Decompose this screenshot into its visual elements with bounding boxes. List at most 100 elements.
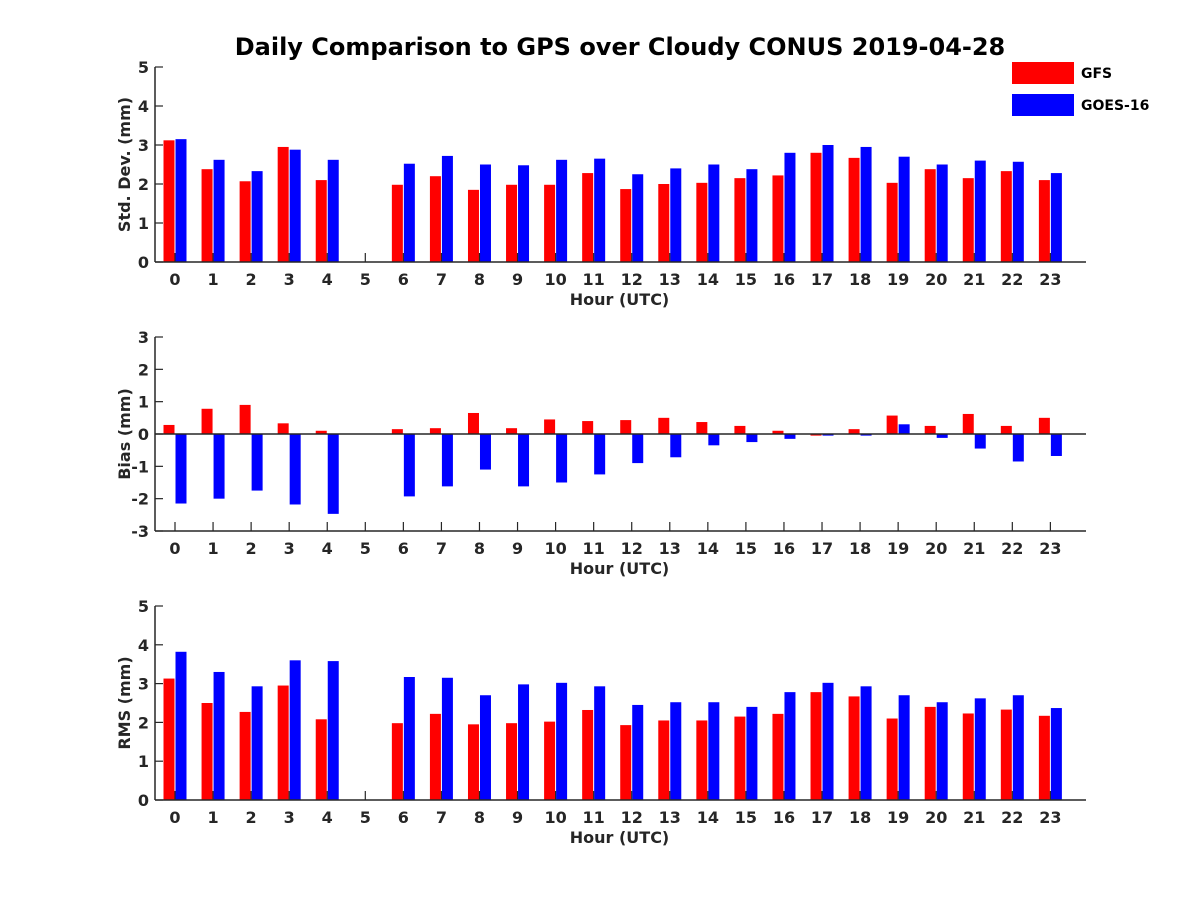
- std-dev-xtick-label: 7: [436, 270, 447, 289]
- std-dev-bar-gfs-0: [163, 140, 175, 262]
- rms-x-axis-label: Hour (UTC): [570, 828, 670, 847]
- bias-y-axis-label: Bias (mm): [115, 388, 134, 480]
- rms-bar-goes16-8: [479, 695, 491, 800]
- std-dev-bar-gfs-17: [810, 152, 822, 262]
- std-dev-bar-goes16-14: [708, 164, 720, 262]
- bias-bar-gfs-11: [582, 421, 594, 434]
- legend-label-gfs: GFS: [1081, 66, 1112, 82]
- std-dev-xtick-label: 9: [512, 270, 523, 289]
- rms-bar-gfs-15: [734, 716, 746, 800]
- std-dev-xtick-label: 10: [544, 270, 566, 289]
- std-dev-xtick-label: 12: [621, 270, 643, 289]
- bias-xtick-label: 13: [659, 539, 681, 558]
- rms-xtick-label: 10: [544, 808, 566, 827]
- rms-xtick-label: 4: [322, 808, 333, 827]
- bias-bar-gfs-12: [620, 420, 632, 434]
- bias-bar-gfs-0: [163, 424, 175, 434]
- std-dev-bar-goes16-13: [670, 168, 682, 262]
- bias-ytick-label: 0: [138, 425, 149, 444]
- rms-bar-gfs-3: [277, 685, 289, 800]
- bias-bar-goes16-22: [1012, 434, 1024, 462]
- rms-xtick-label: 9: [512, 808, 523, 827]
- std-dev-xtick-label: 13: [659, 270, 681, 289]
- rms-xtick-label: 12: [621, 808, 643, 827]
- std-dev-y-axis-label: Std. Dev. (mm): [115, 97, 134, 232]
- std-dev-bar-goes16-3: [289, 149, 301, 262]
- rms-bar-gfs-18: [848, 696, 860, 800]
- std-dev-ytick-label: 0: [138, 253, 149, 272]
- bias-bar-gfs-22: [1000, 425, 1012, 434]
- bias-xtick-label: 23: [1039, 539, 1061, 558]
- bias-bar-gfs-15: [734, 425, 746, 434]
- legend-swatch-goes16: [1012, 94, 1074, 116]
- bias-xtick-label: 19: [887, 539, 909, 558]
- rms-bar-gfs-13: [658, 720, 670, 800]
- std-dev-bar-goes16-2: [251, 171, 263, 262]
- std-dev-bar-gfs-12: [620, 189, 632, 262]
- bias-bar-gfs-13: [658, 417, 670, 434]
- rms-xtick-label: 5: [360, 808, 371, 827]
- rms-xtick-label: 1: [207, 808, 218, 827]
- std-dev-xtick-label: 8: [474, 270, 485, 289]
- rms-bar-gfs-9: [506, 723, 518, 800]
- bias-bar-goes16-18: [860, 434, 872, 436]
- rms-bar-gfs-6: [391, 723, 403, 800]
- rms-ytick-label: 0: [138, 791, 149, 810]
- bias-bar-gfs-3: [277, 423, 289, 434]
- rms-xtick-label: 0: [169, 808, 180, 827]
- bias-xtick-label: 5: [360, 539, 371, 558]
- bias-bar-goes16-14: [708, 434, 720, 446]
- std-dev-bar-goes16-8: [479, 164, 491, 262]
- rms-bar-goes16-16: [784, 692, 796, 800]
- std-dev-bar-goes16-18: [860, 146, 872, 262]
- bias-xtick-label: 11: [583, 539, 605, 558]
- bias-bar-goes16-7: [441, 434, 453, 487]
- std-dev-bar-goes16-21: [974, 160, 986, 262]
- rms-bar-gfs-16: [772, 713, 784, 800]
- rms-bar-goes16-0: [175, 651, 187, 800]
- std-dev-xtick-label: 0: [169, 270, 180, 289]
- std-dev-bar-gfs-21: [962, 178, 974, 262]
- std-dev-xtick-label: 5: [360, 270, 371, 289]
- std-dev-xtick-label: 17: [811, 270, 833, 289]
- std-dev-xtick-label: 18: [849, 270, 871, 289]
- bias-xtick-label: 3: [284, 539, 295, 558]
- std-dev-bar-goes16-23: [1050, 173, 1062, 262]
- rms-bar-gfs-21: [962, 713, 974, 800]
- std-dev-xtick-label: 21: [963, 270, 985, 289]
- std-dev-bar-gfs-22: [1000, 171, 1012, 262]
- rms-xtick-label: 15: [735, 808, 757, 827]
- bias-ytick-label: -2: [131, 490, 149, 509]
- bias-xtick-label: 15: [735, 539, 757, 558]
- std-dev-bar-goes16-11: [594, 158, 606, 262]
- rms-xtick-label: 8: [474, 808, 485, 827]
- bias-bar-goes16-23: [1050, 434, 1062, 456]
- rms-bar-goes16-18: [860, 686, 872, 800]
- rms-xtick-label: 3: [284, 808, 295, 827]
- bias-bar-gfs-20: [924, 425, 936, 434]
- bias-bar-goes16-11: [594, 434, 606, 475]
- std-dev-bar-gfs-15: [734, 178, 746, 262]
- rms-xtick-label: 19: [887, 808, 909, 827]
- std-dev-ytick-label: 5: [138, 58, 149, 77]
- bias-bar-goes16-16: [784, 434, 796, 439]
- bias-xtick-label: 18: [849, 539, 871, 558]
- rms-bar-gfs-19: [886, 718, 898, 800]
- std-dev-xtick-label: 2: [246, 270, 257, 289]
- std-dev-bar-goes16-12: [632, 174, 644, 262]
- rms-bar-goes16-13: [670, 702, 682, 800]
- bias-bar-goes16-9: [518, 434, 530, 487]
- rms-ytick-label: 3: [138, 675, 149, 694]
- bias-xtick-label: 10: [544, 539, 566, 558]
- bias-bar-goes16-6: [403, 434, 415, 497]
- rms-bar-goes16-2: [251, 686, 263, 800]
- std-dev-xtick-label: 16: [773, 270, 795, 289]
- std-dev-bar-gfs-18: [848, 157, 860, 262]
- std-dev-bar-goes16-0: [175, 139, 187, 262]
- bias-bar-gfs-1: [201, 408, 213, 434]
- bias-bar-gfs-8: [467, 412, 479, 434]
- std-dev-bar-goes16-19: [898, 156, 910, 262]
- bias-xtick-label: 8: [474, 539, 485, 558]
- std-dev-bar-gfs-20: [924, 169, 936, 262]
